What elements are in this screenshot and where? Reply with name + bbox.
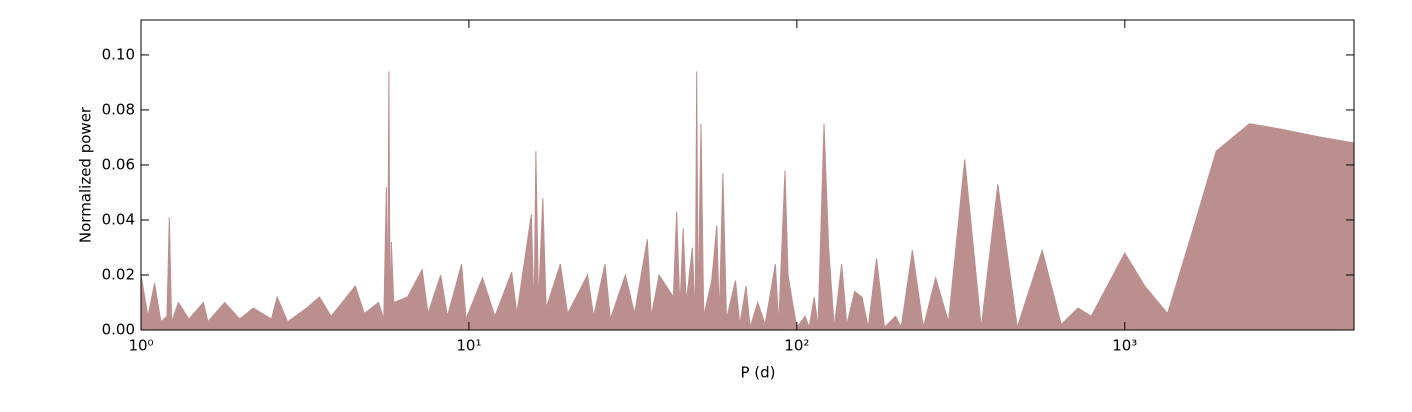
y-axis-label: Normalized power (77, 106, 95, 243)
plot-frame (140, 19, 1355, 331)
y-tick-label: 0.04 (102, 210, 135, 228)
x-tick-label: 10⁰ (128, 337, 153, 355)
x-axis-label: P (d) (740, 364, 775, 382)
y-tick-label: 0.02 (102, 265, 135, 283)
y-tick-label: 0.06 (102, 155, 135, 173)
x-tick-label: 10² (784, 337, 809, 355)
x-tick-label: 10³ (1112, 337, 1137, 355)
x-tick-label: 10¹ (456, 337, 481, 355)
y-tick-label: 0.10 (102, 45, 135, 63)
power-area (140, 71, 1355, 331)
y-tick-label: 0.08 (102, 100, 135, 118)
y-tick-label: 0.00 (102, 321, 135, 339)
